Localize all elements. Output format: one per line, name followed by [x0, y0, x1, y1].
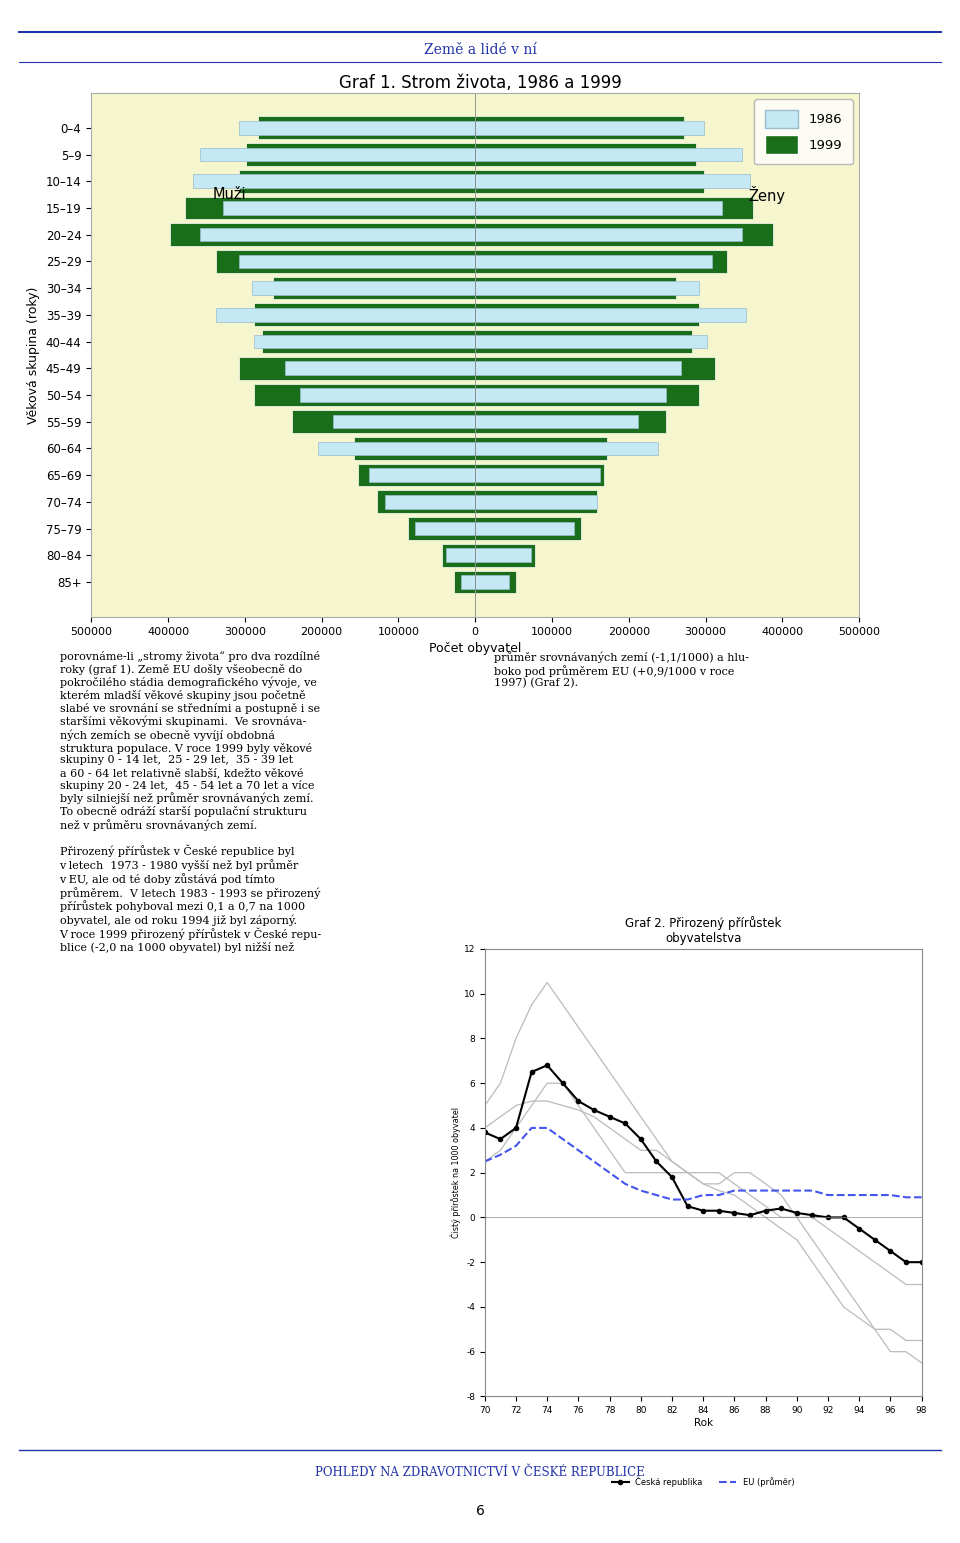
- Bar: [185, 196, 475, 219]
- Bar: [224, 201, 475, 214]
- Bar: [254, 304, 475, 326]
- Bar: [318, 441, 475, 455]
- Legend: Česká republika, EU (průměr): Česká republika, EU (průměr): [609, 1474, 798, 1491]
- Bar: [475, 415, 638, 429]
- Bar: [258, 116, 475, 139]
- Bar: [239, 120, 475, 134]
- Bar: [475, 120, 704, 134]
- Bar: [475, 116, 684, 139]
- Bar: [216, 309, 475, 321]
- Bar: [475, 276, 677, 299]
- Bar: [475, 224, 773, 245]
- Bar: [201, 148, 475, 162]
- Bar: [408, 517, 475, 540]
- Bar: [285, 361, 475, 375]
- Text: Graf 1. Strom života, 1986 a 1999: Graf 1. Strom života, 1986 a 1999: [339, 74, 621, 93]
- Bar: [475, 441, 658, 455]
- Bar: [354, 437, 475, 460]
- Bar: [239, 356, 475, 380]
- Bar: [239, 170, 475, 193]
- Bar: [475, 330, 692, 353]
- Bar: [475, 143, 696, 165]
- Bar: [475, 255, 711, 268]
- Bar: [300, 389, 475, 401]
- Bar: [475, 281, 700, 295]
- Bar: [475, 576, 509, 589]
- Bar: [475, 389, 665, 401]
- Bar: [385, 495, 475, 509]
- Bar: [377, 491, 475, 514]
- Bar: [475, 356, 715, 380]
- Text: průměr srovnávaných zemí (-1,1/1000) a hlu-
boko pod průměrem EU (+0,9/1000 v ro: průměr srovnávaných zemí (-1,1/1000) a h…: [494, 651, 750, 688]
- Bar: [475, 309, 746, 321]
- Bar: [475, 250, 727, 273]
- Bar: [462, 576, 475, 589]
- Bar: [475, 384, 700, 406]
- Bar: [170, 224, 475, 245]
- Bar: [293, 410, 475, 434]
- Bar: [443, 545, 475, 566]
- X-axis label: Počet obyvatel: Počet obyvatel: [429, 642, 521, 656]
- Bar: [475, 201, 723, 214]
- Bar: [254, 384, 475, 406]
- Text: Země a lidé v ní: Země a lidé v ní: [423, 43, 537, 57]
- Bar: [475, 522, 573, 535]
- Bar: [475, 174, 750, 188]
- Bar: [193, 174, 475, 188]
- Bar: [239, 255, 475, 268]
- Bar: [416, 522, 475, 535]
- Bar: [370, 469, 475, 481]
- Text: Muži: Muži: [212, 187, 247, 202]
- Bar: [475, 491, 596, 514]
- Bar: [475, 304, 700, 326]
- Bar: [475, 437, 608, 460]
- Bar: [454, 571, 475, 594]
- Bar: [274, 276, 475, 299]
- Bar: [475, 545, 535, 566]
- Text: Ženy: Ženy: [749, 185, 785, 204]
- Bar: [333, 415, 475, 429]
- Legend: 1986, 1999: 1986, 1999: [755, 99, 852, 164]
- Bar: [475, 361, 681, 375]
- Bar: [475, 148, 742, 162]
- Bar: [247, 143, 475, 165]
- Bar: [475, 464, 604, 486]
- Bar: [254, 335, 475, 349]
- Bar: [475, 571, 516, 594]
- Bar: [475, 469, 600, 481]
- Bar: [358, 464, 475, 486]
- Bar: [475, 170, 704, 193]
- Text: porovnáme-li „stromy života“ pro dva rozdílné
roky (graf 1). Země EU došly všeob: porovnáme-li „stromy života“ pro dva roz…: [60, 651, 322, 954]
- Bar: [252, 281, 475, 295]
- Bar: [201, 228, 475, 241]
- X-axis label: Rok: Rok: [694, 1418, 712, 1427]
- Text: 6: 6: [475, 1504, 485, 1518]
- Y-axis label: Věková skupina (roky): Věková skupina (roky): [27, 285, 40, 424]
- Bar: [446, 548, 475, 562]
- Bar: [475, 335, 708, 349]
- Title: Graf 2. Přirozený přírůstek
obyvatelstva: Graf 2. Přirozený přírůstek obyvatelstva: [625, 917, 781, 944]
- Bar: [475, 517, 581, 540]
- Bar: [475, 410, 665, 434]
- Bar: [216, 250, 475, 273]
- Y-axis label: Čistý přírůstek na 1000 obyvatel: Čistý přírůstek na 1000 obyvatel: [450, 1108, 461, 1237]
- Bar: [475, 548, 531, 562]
- Bar: [475, 495, 596, 509]
- Bar: [262, 330, 475, 353]
- Bar: [475, 196, 754, 219]
- Bar: [475, 228, 742, 241]
- Text: POHLEDY NA ZDRAVOTNICTVÍ V ČESKÉ REPUBLICE: POHLEDY NA ZDRAVOTNICTVÍ V ČESKÉ REPUBLI…: [315, 1466, 645, 1478]
